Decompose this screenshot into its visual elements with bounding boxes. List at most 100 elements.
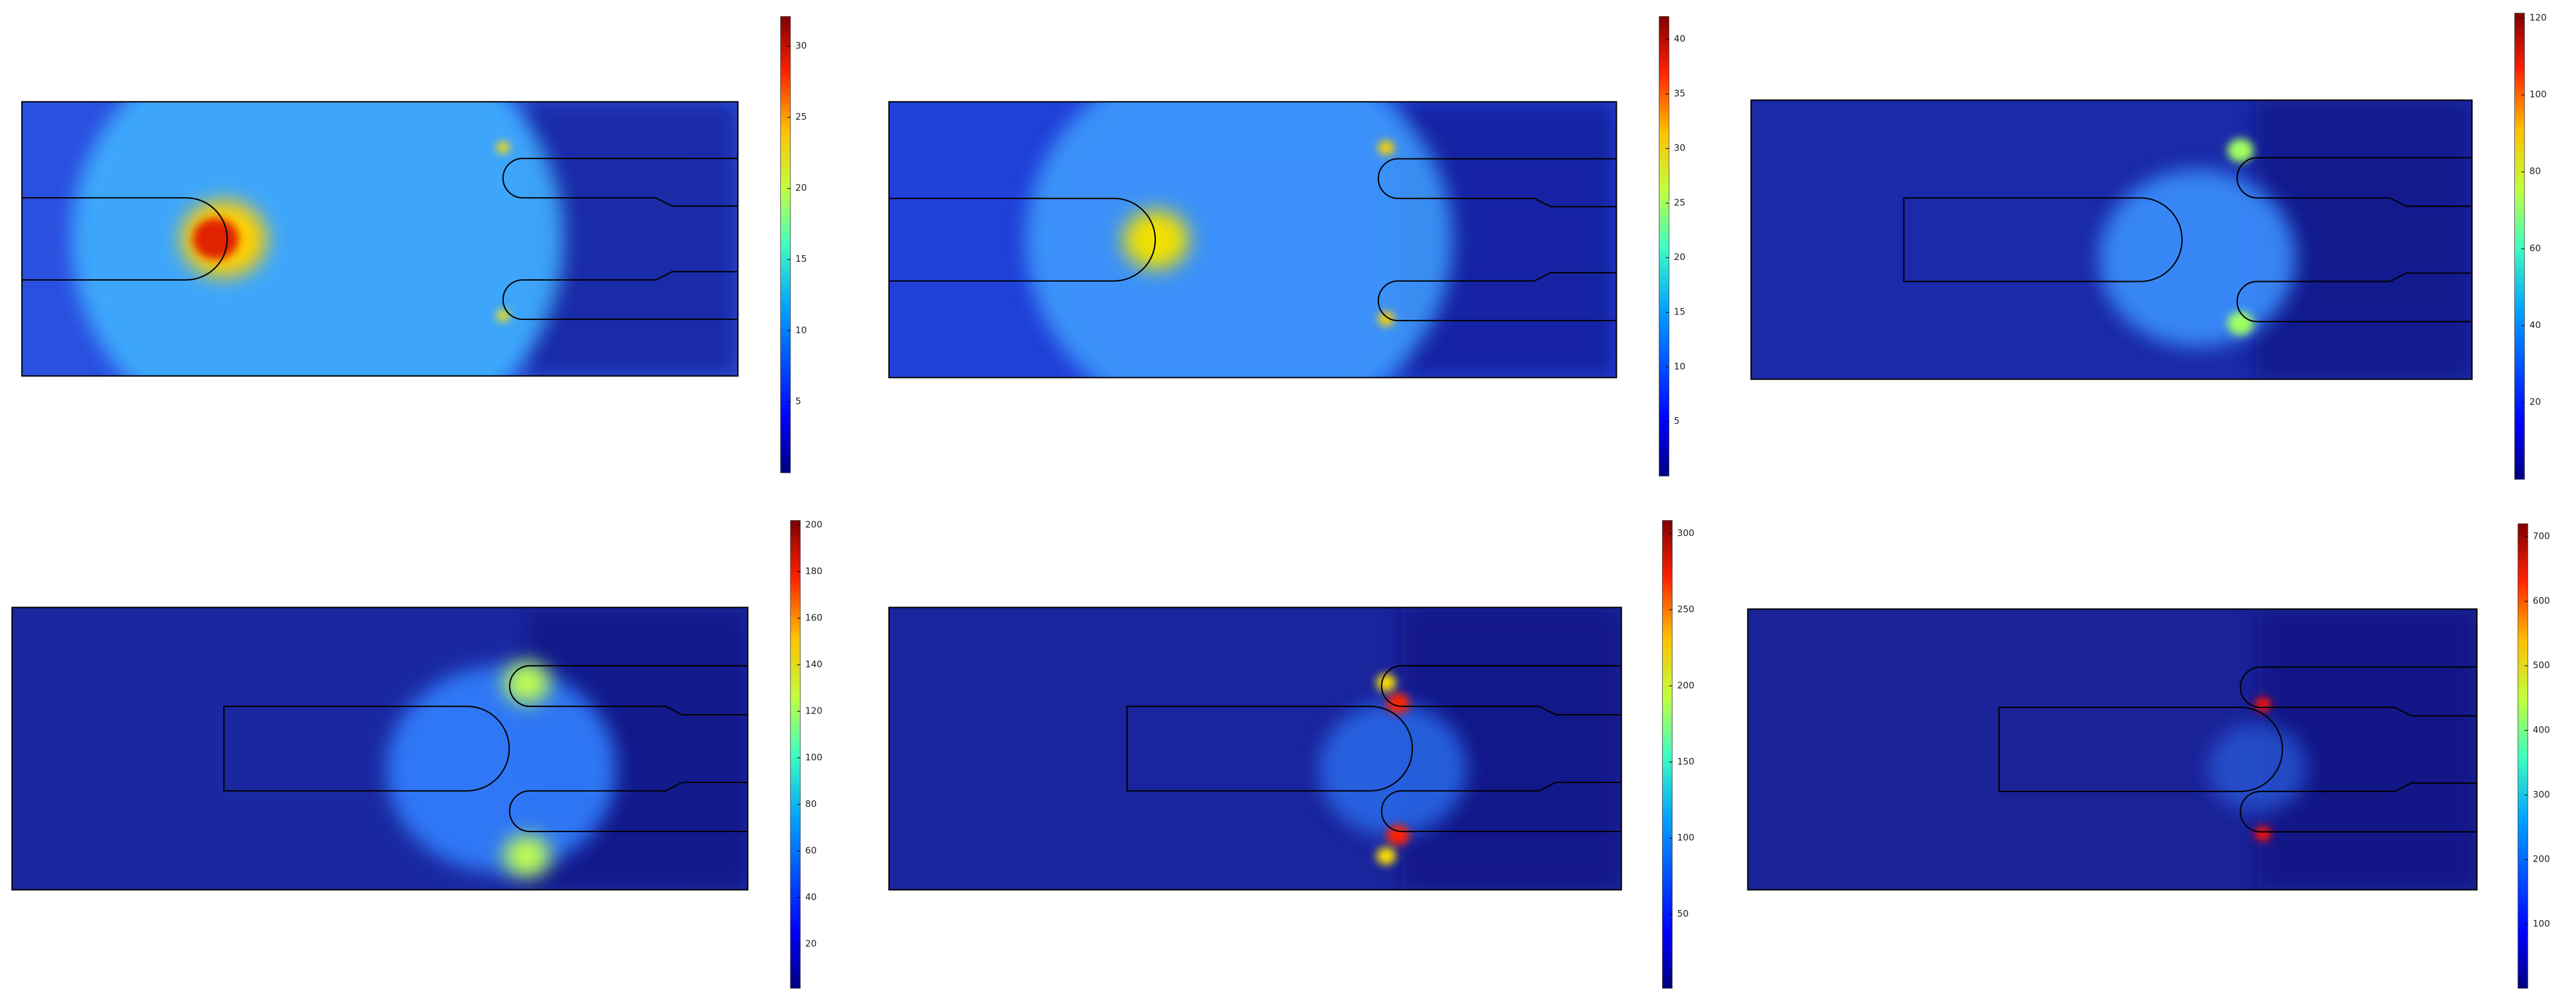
- colorbar-tick-label: 40: [2529, 320, 2541, 331]
- colorbar: [1662, 520, 1673, 989]
- stress-spot: [503, 662, 550, 704]
- colorbar-tick-label: 25: [795, 111, 807, 122]
- colorbar-tick-label: 140: [805, 658, 822, 669]
- plot-panel: [21, 101, 739, 377]
- colorbar-tick-label: 300: [1677, 527, 1694, 538]
- colorbar-tick-label: 25: [1674, 197, 1686, 208]
- stress-spot: [192, 218, 239, 260]
- colorbar-tick-label: 100: [2529, 89, 2546, 100]
- colorbar: [1658, 16, 1669, 476]
- colorbar-tick-label: 20: [1674, 252, 1686, 262]
- slot-outline: [1126, 706, 1414, 792]
- slot-outline: [22, 197, 228, 281]
- colorbar-tick-label: 30: [1674, 143, 1686, 154]
- colorbar-tick-label: 200: [1677, 680, 1694, 691]
- prong-outline: [502, 271, 738, 320]
- colorbar-tick-label: 20: [795, 183, 807, 193]
- domain-border: [888, 101, 1617, 379]
- colorbar-tick-label: 250: [1677, 603, 1694, 614]
- stress-spot: [2227, 138, 2254, 163]
- colorbar: [780, 16, 791, 473]
- prong-outline: [1378, 272, 1617, 322]
- stress-spot: [496, 310, 510, 322]
- stress-spot: [2254, 697, 2271, 712]
- plot-panel: [1750, 99, 2473, 380]
- domain-border: [1747, 608, 2478, 891]
- colorbar-tick-label: 600: [2532, 595, 2549, 606]
- plot-panel: [1747, 608, 2478, 891]
- colorbar-tick-label: 100: [1677, 832, 1694, 843]
- colorbar-tick-label: 500: [2532, 660, 2549, 671]
- prong-outline: [2236, 272, 2473, 322]
- stress-spot: [1123, 210, 1189, 270]
- stress-spot: [1378, 140, 1395, 155]
- colorbar-tick-label: 100: [2532, 918, 2549, 929]
- stress-spot: [2208, 724, 2307, 813]
- colorbar-tick-label: 20: [805, 938, 817, 949]
- colorbar-tick-label: 160: [805, 612, 822, 623]
- colorbar-tick-label: 120: [2529, 12, 2546, 23]
- domain-border: [21, 101, 739, 377]
- colorbar-tick-label: 80: [2529, 166, 2541, 177]
- colorbar-tick-label: 10: [1674, 361, 1686, 372]
- stress-spot: [2227, 311, 2254, 336]
- field: [1751, 100, 2473, 380]
- colorbar-tick-label: 50: [1677, 908, 1689, 919]
- stress-spot: [1026, 102, 1453, 378]
- stress-spot: [503, 835, 550, 877]
- colorbar-tick-label: 5: [1674, 415, 1680, 426]
- slot-outline: [1998, 706, 2283, 792]
- colorbar: [2517, 523, 2528, 989]
- colorbar-tick-label: 10: [795, 325, 807, 336]
- colorbar-tick-label: 80: [805, 798, 817, 809]
- stress-spot: [1376, 847, 1397, 865]
- plot-panel: [11, 606, 749, 891]
- prong-outline: [2240, 666, 2477, 717]
- colorbar-tick-label: 60: [2529, 242, 2541, 253]
- colorbar-tick-label: 40: [1674, 33, 1686, 44]
- colorbar: [790, 520, 801, 989]
- colorbar-tick-label: 20: [2529, 397, 2541, 408]
- stress-spot: [1319, 703, 1467, 836]
- prong-outline: [509, 781, 748, 833]
- colorbar-tick-label: 100: [805, 752, 822, 763]
- stress-spot: [496, 141, 510, 154]
- colorbar-tick-label: 60: [805, 845, 817, 856]
- domain-border: [888, 606, 1622, 891]
- domain-border: [11, 606, 749, 891]
- field: [22, 102, 738, 376]
- slot-outline: [889, 198, 1156, 282]
- stress-spot: [71, 102, 564, 376]
- colorbar: [2514, 13, 2525, 480]
- colorbar-tick-label: 400: [2532, 724, 2549, 735]
- domain-border: [1750, 99, 2473, 380]
- colorbar-tick-label: 200: [805, 519, 822, 530]
- colorbar-tick-label: 200: [2532, 854, 2549, 865]
- field: [889, 607, 1622, 890]
- plot-panel: [888, 606, 1622, 891]
- colorbar-tick-label: 120: [805, 705, 822, 716]
- stress-spot: [1378, 311, 1395, 327]
- stress-spot: [1386, 693, 1410, 714]
- prong-outline: [502, 157, 738, 207]
- prong-outline: [1377, 158, 1617, 207]
- stress-spot: [1386, 825, 1410, 846]
- plot-panel: [888, 101, 1617, 379]
- prong-outline: [1381, 665, 1622, 716]
- colorbar-tick-label: 35: [1674, 88, 1686, 99]
- colorbar-tick-label: 40: [805, 891, 817, 902]
- prong-outline: [1381, 781, 1622, 833]
- stress-spot: [386, 666, 617, 873]
- field: [11, 607, 748, 890]
- colorbar-tick-label: 15: [795, 253, 807, 264]
- prong-outline: [2236, 157, 2473, 207]
- stress-spot: [2099, 169, 2297, 347]
- colorbar-tick-label: 30: [795, 41, 807, 51]
- colorbar-tick-label: 300: [2532, 789, 2549, 800]
- colorbar-tick-label: 15: [1674, 306, 1686, 317]
- colorbar-tick-label: 180: [805, 565, 822, 576]
- stress-spot: [1376, 674, 1397, 692]
- prong-outline: [2240, 782, 2477, 833]
